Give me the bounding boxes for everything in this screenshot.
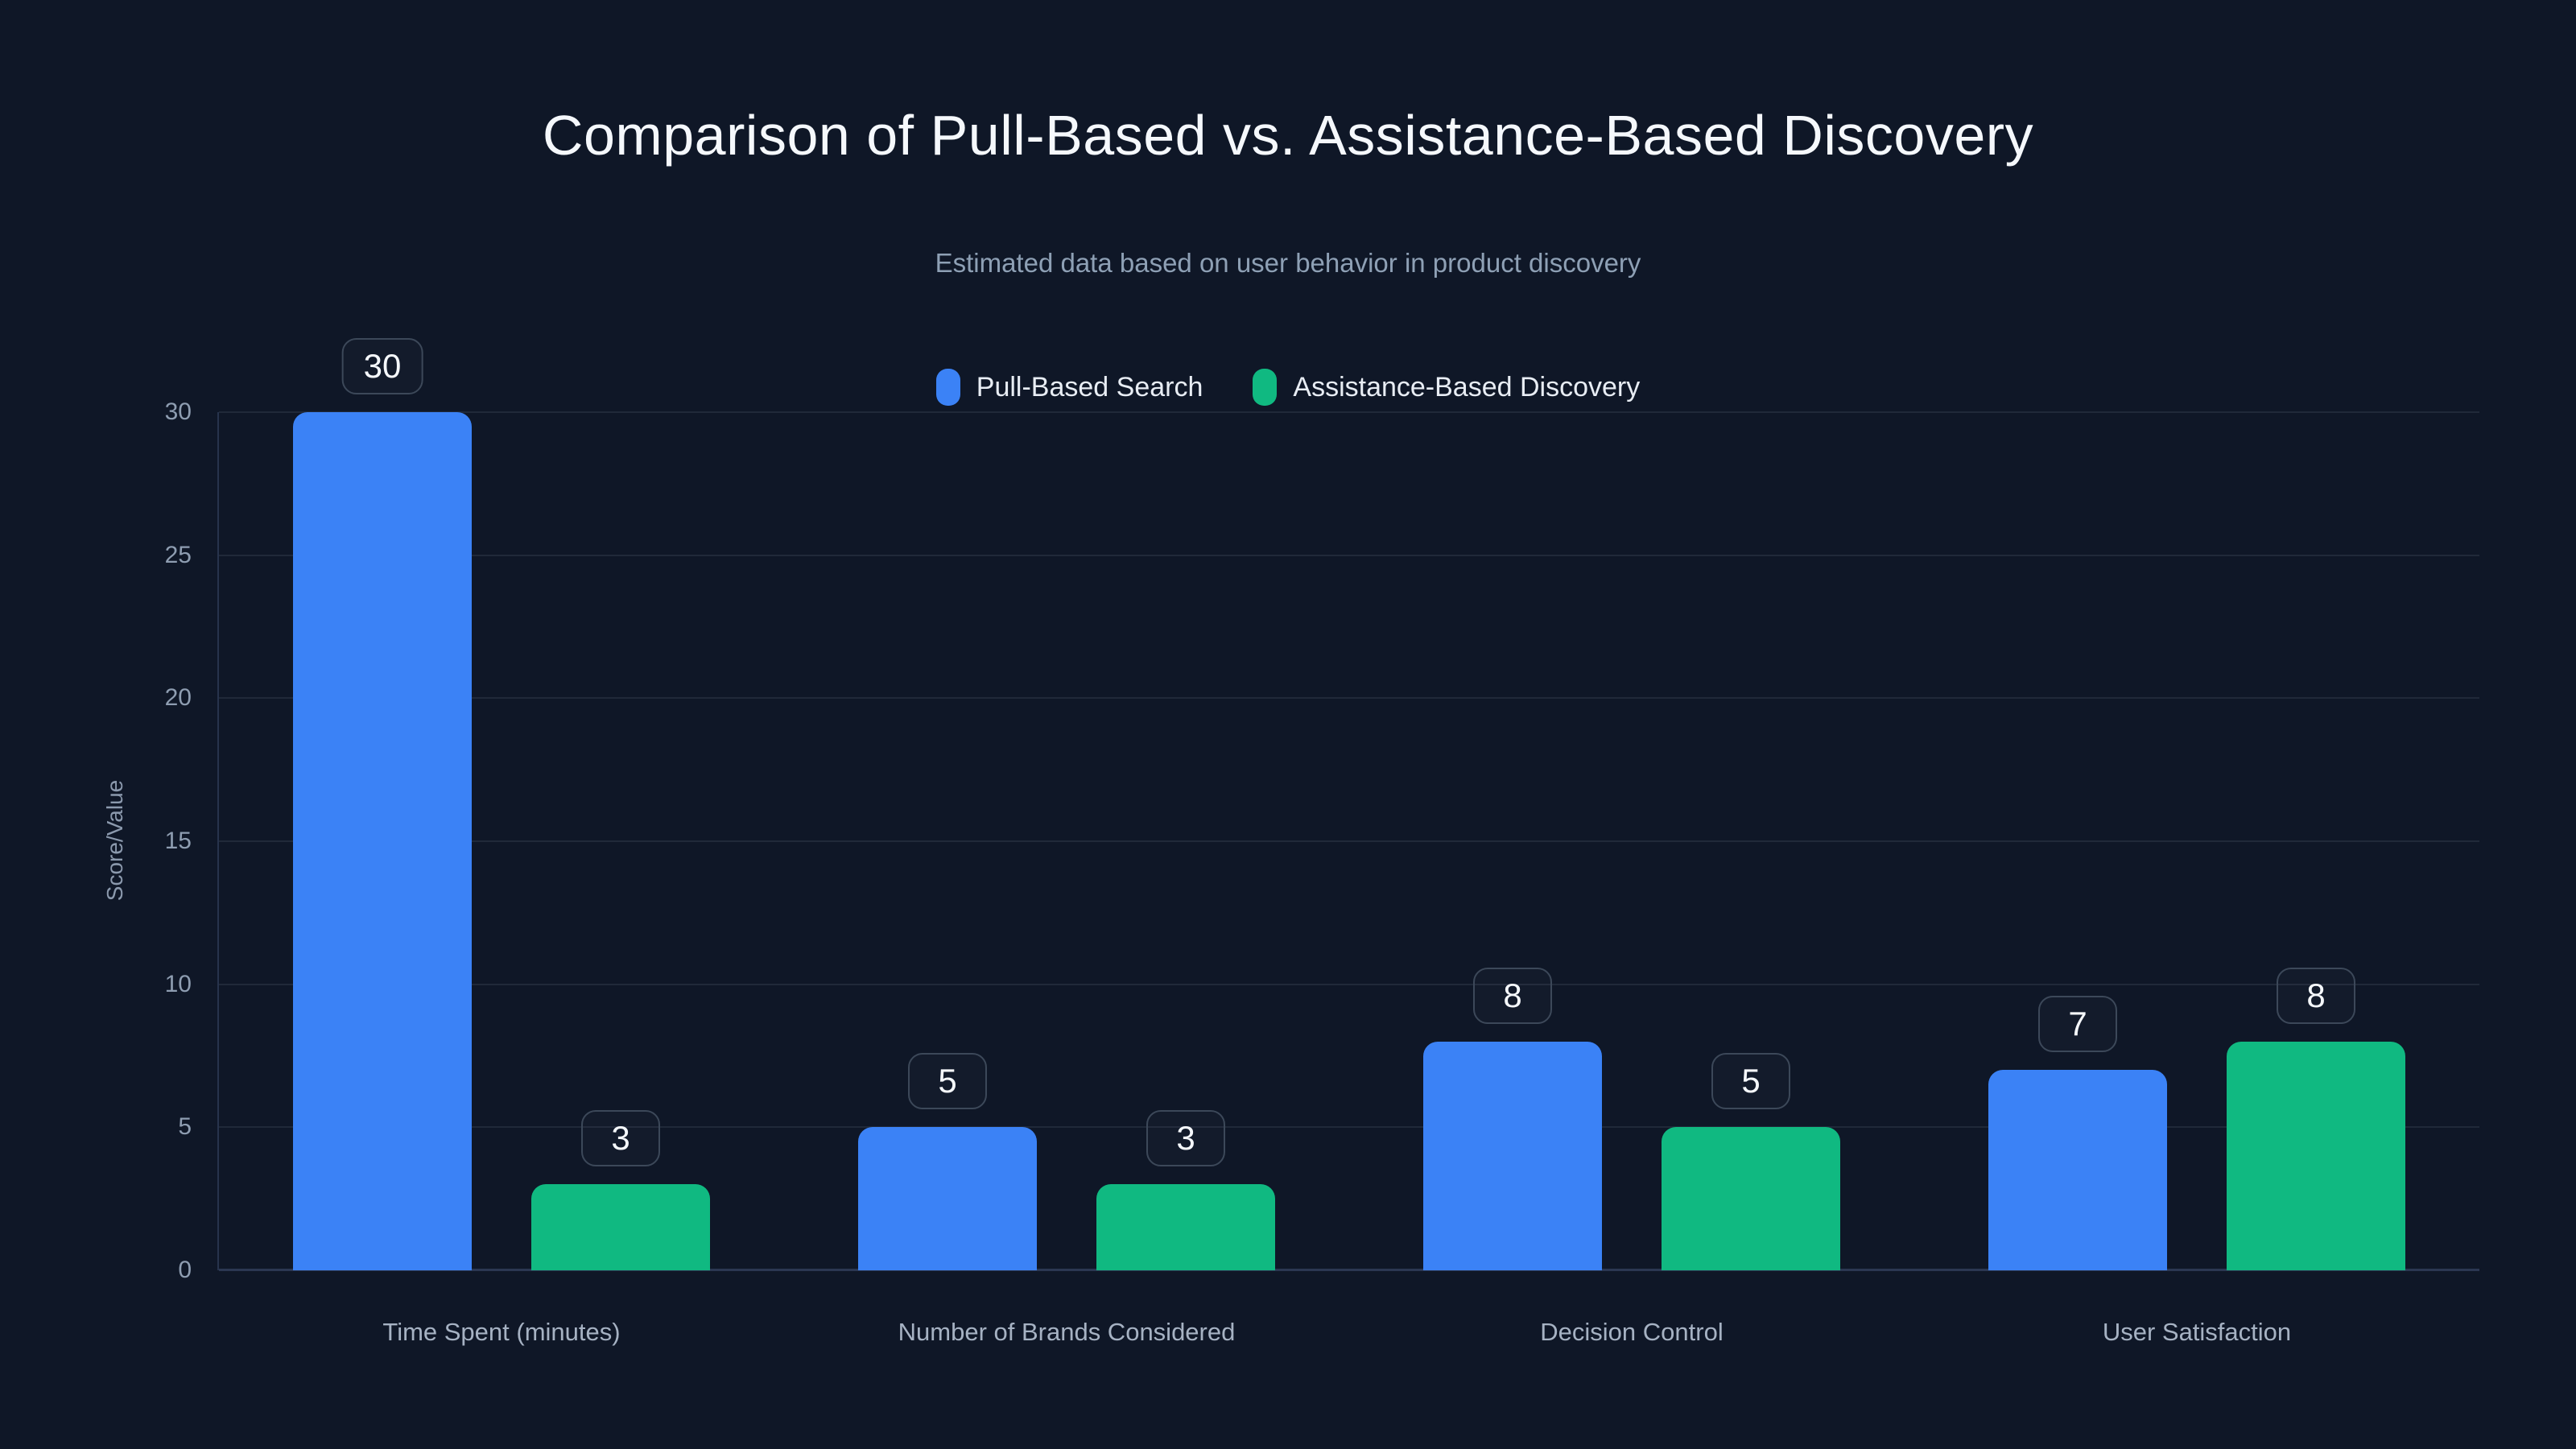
legend-item-pull-based-search[interactable]: Pull-Based Search (935, 369, 1203, 406)
y-axis-line (217, 412, 219, 1270)
x-axis-label-4: User Satisfaction (2102, 1318, 2292, 1346)
chart-title: Comparison of Pull-Based vs. Assistance-… (542, 104, 2034, 167)
x-axis-label-2: Number of Brands Considered (898, 1318, 1236, 1346)
y-tick-label-10: 10 (164, 970, 192, 997)
y-tick-label-0: 0 (178, 1257, 192, 1283)
y-tick-label-30: 30 (164, 398, 192, 425)
gridline-15 (219, 840, 2479, 842)
gridline-30 (219, 411, 2479, 413)
bar-series2-cat1[interactable] (531, 1184, 710, 1270)
y-tick-label-15: 15 (164, 828, 192, 854)
y-tick-label-5: 5 (178, 1113, 192, 1141)
bar-series1-cat2[interactable] (858, 1127, 1037, 1270)
value-badge: 7 (2038, 996, 2117, 1053)
x-axis-label-1: Time Spent (minutes) (382, 1318, 621, 1346)
value-badge: 3 (1146, 1110, 1225, 1167)
bar-series2-cat4[interactable] (2227, 1041, 2405, 1270)
bar-series1-cat1[interactable] (293, 412, 472, 1270)
legend-swatch-icon (935, 369, 960, 406)
legend-label: Assistance-Based Discovery (1293, 371, 1641, 402)
legend: Pull-Based Search Assistance-Based Discov… (0, 369, 2576, 406)
value-badge: 3 (581, 1110, 660, 1167)
x-axis-line (219, 1269, 2479, 1271)
gridline-10 (219, 983, 2479, 985)
gridline-5 (219, 1126, 2479, 1129)
legend-item-assistance-based-discovery[interactable]: Assistance-Based Discovery (1253, 369, 1640, 406)
chart-subtitle: Estimated data based on user behavior in… (935, 248, 1641, 278)
value-badge: 30 (341, 338, 423, 394)
value-badge: 5 (908, 1053, 987, 1110)
legend-swatch-icon (1253, 369, 1278, 406)
y-tick-label-20: 20 (164, 684, 192, 712)
value-badge: 8 (2277, 967, 2355, 1024)
bar-series2-cat2[interactable] (1096, 1184, 1275, 1270)
gridline-20 (219, 697, 2479, 700)
plot-area: 30 5 8 7 3 3 5 8 (217, 338, 2479, 1271)
bar-series1-cat3[interactable] (1423, 1041, 1602, 1270)
bar-series1-cat4[interactable] (1988, 1070, 2167, 1270)
y-tick-label-25: 25 (164, 541, 192, 568)
gridline-25 (219, 554, 2479, 556)
legend-label: Pull-Based Search (976, 371, 1203, 402)
value-badge: 5 (1711, 1053, 1790, 1110)
x-axis-label-3: Decision Control (1540, 1318, 1724, 1346)
bar-series2-cat3[interactable] (1662, 1127, 1840, 1270)
value-badge: 8 (1473, 967, 1552, 1024)
